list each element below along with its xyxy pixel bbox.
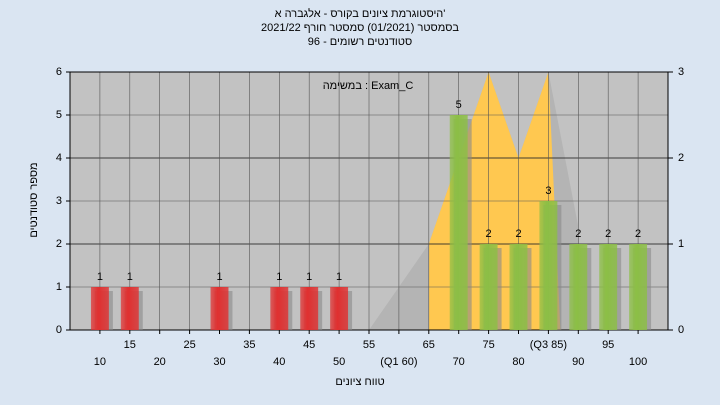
bar [509,244,528,330]
y2-tick-label: 3 [678,66,684,78]
x-tick-label: 45 [303,339,315,351]
y2-tick-label: 0 [678,324,684,336]
x-tick-label: 70 [453,356,465,368]
bar [330,287,349,330]
y-tick-label: 2 [56,238,62,250]
y-tick-label: 5 [56,109,62,121]
bar [210,287,229,330]
bar [539,201,558,330]
value-label: 2 [605,228,611,240]
value-label: 1 [306,271,312,283]
x-tick-label: (Q3 85) [530,339,567,351]
x-tick-label: 90 [572,356,584,368]
value-label: 2 [575,228,581,240]
bar [300,287,319,330]
x-tick-label: 80 [512,356,524,368]
chart-subtitle: סטודנטים רשומים - 96 [308,36,412,48]
value-label: 1 [216,271,222,283]
x-tick-label: 10 [94,356,106,368]
value-label: 2 [486,228,492,240]
bar [599,244,618,330]
x-tick-label: 95 [602,339,614,351]
x-tick-label: 35 [243,339,255,351]
value-label: 1 [336,271,342,283]
annotation: במשימה : Exam_C [323,80,414,92]
chart-subtitle: בסמסטר (01/2021) סמסטר חורף 2021/22 [261,22,459,34]
value-label: 2 [635,228,641,240]
y-tick-label: 4 [56,152,62,164]
value-label: 1 [97,271,103,283]
x-tick-label: (Q1 60) [380,356,417,368]
y-tick-label: 3 [56,195,62,207]
chart-title: היסטוגרמת ציונים בקורס - אלגברה א' [275,7,446,20]
value-label: 1 [127,271,133,283]
plot-border [69,71,669,331]
bar [479,244,498,330]
x-tick-label: 100 [629,356,647,368]
bar [449,115,468,330]
value-label: 2 [515,228,521,240]
y2-tick-label: 1 [678,238,684,250]
x-tick-label: 25 [183,339,195,351]
x-tick-label: 50 [333,356,345,368]
x-tick-label: 65 [423,339,435,351]
x-tick-label: 40 [273,356,285,368]
y-axis-label: מספר סטודנטים [28,162,40,237]
y2-tick-label: 2 [678,152,684,164]
bar [90,287,109,330]
x-tick-label: 30 [213,356,225,368]
x-tick-label: 75 [482,339,494,351]
x-tick-label: 20 [154,356,166,368]
y-tick-label: 1 [56,281,62,293]
y-tick-label: 0 [56,324,62,336]
x-axis-label: טווח ציונים [335,376,384,388]
value-label: 1 [276,271,282,283]
bar [270,287,289,330]
bar [120,287,139,330]
bar [569,244,588,330]
value-label: 5 [456,99,462,111]
x-tick-label: 15 [124,339,136,351]
value-label: 3 [545,185,551,197]
x-tick-label: 55 [363,339,375,351]
y-tick-label: 6 [56,66,62,78]
bar [629,244,648,330]
